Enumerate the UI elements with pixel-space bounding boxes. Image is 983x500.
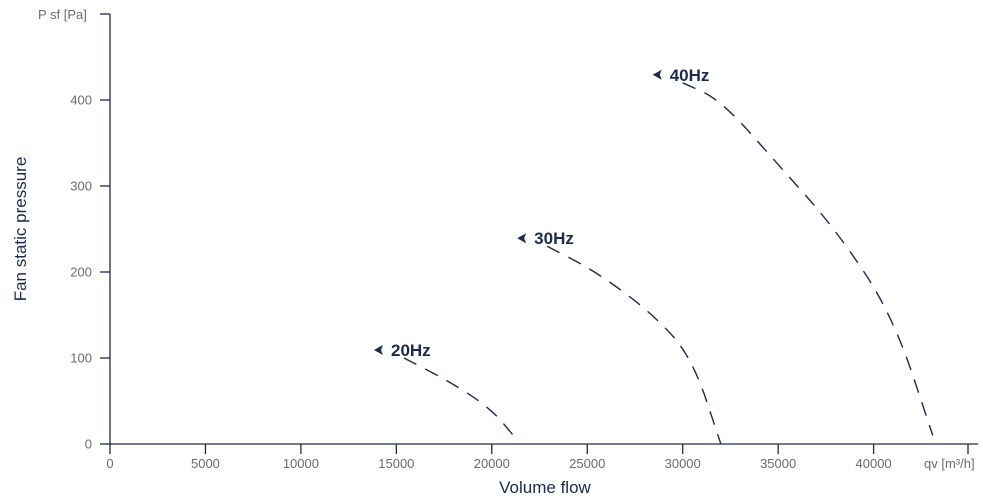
x-tick-label: 35000: [760, 456, 796, 471]
curve-line: [682, 82, 934, 436]
x-axis-title: Volume flow: [499, 478, 591, 497]
x-axis-unit-label: qv [m³/h]: [924, 456, 975, 471]
curves: 20Hz 30Hz 40Hz: [373, 66, 934, 445]
x-tick-label: 0: [106, 456, 113, 471]
y-tick-label: 0: [85, 437, 92, 452]
x-tick-label: 25000: [569, 456, 605, 471]
curve-label: 40Hz: [670, 66, 710, 85]
curve-label: 30Hz: [534, 229, 574, 248]
curve-20hz: 20Hz: [373, 341, 516, 438]
curve-40hz: 40Hz: [652, 66, 934, 436]
y-tick-label: 400: [70, 93, 92, 108]
axes: [100, 13, 978, 454]
x-tick-label: 40000: [856, 456, 892, 471]
arrow-icon: [517, 233, 527, 244]
curve-label: 20Hz: [391, 341, 431, 360]
y-axis-unit-label: P sf [Pa]: [38, 7, 87, 22]
x-tick-label: 5000: [191, 456, 220, 471]
y-tick-label: 200: [70, 265, 92, 280]
arrow-icon: [373, 345, 383, 355]
curve-line: [403, 357, 516, 438]
arrow-icon: [652, 69, 662, 80]
x-tick-label: 20000: [474, 456, 510, 471]
x-axis-ticks: 0 5000 10000 15000 20000 25000 30000 35000 40000: [106, 444, 892, 471]
y-axis-title: Fan static pressure: [11, 157, 30, 302]
x-tick-label: 15000: [378, 456, 414, 471]
y-axis-ticks: 0 100 200 300 400: [70, 93, 110, 452]
y-tick-label: 100: [70, 351, 92, 366]
y-tick-label: 300: [70, 179, 92, 194]
x-tick-label: 10000: [283, 456, 319, 471]
curve-30hz: 30Hz: [517, 229, 722, 445]
x-tick-label: 30000: [665, 456, 701, 471]
curve-line: [546, 245, 722, 445]
